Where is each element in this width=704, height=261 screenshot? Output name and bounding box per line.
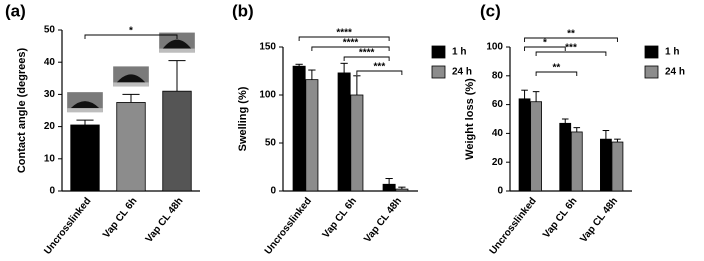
bar xyxy=(116,102,146,192)
panel-label: (a) xyxy=(5,1,26,20)
droplet-base xyxy=(113,82,149,87)
bar xyxy=(395,188,409,192)
y-tick-label: 0 xyxy=(497,186,503,197)
y-tick-label: 20 xyxy=(492,157,504,168)
y-tick-label: 80 xyxy=(492,70,504,81)
bar xyxy=(70,124,100,192)
bar xyxy=(337,72,351,192)
y-tick-label: 40 xyxy=(492,128,504,139)
y-tick-label: 30 xyxy=(44,89,56,100)
bar xyxy=(518,98,531,192)
significance-label: **** xyxy=(359,48,375,59)
legend-swatch xyxy=(644,65,659,79)
y-tick-label: 50 xyxy=(265,138,277,149)
bar xyxy=(292,65,306,192)
y-axis-label: Weight loss (%) xyxy=(464,78,476,160)
legend-swatch xyxy=(431,65,446,79)
y-tick-label: 40 xyxy=(44,57,56,68)
y-tick-label: 100 xyxy=(259,90,276,101)
significance-bracket xyxy=(84,34,178,39)
bar xyxy=(350,94,364,192)
significance-label: * xyxy=(129,26,133,37)
y-tick-label: 60 xyxy=(492,99,504,110)
y-tick-label: 100 xyxy=(486,42,503,53)
legend-label: 1 h xyxy=(452,47,466,58)
x-tick-label: Vap CL 6h xyxy=(321,196,359,241)
legend-swatch xyxy=(431,45,446,59)
significance-bracket xyxy=(298,36,390,41)
legend-swatch xyxy=(644,45,659,59)
significance-bracket xyxy=(535,71,578,76)
x-tick-label: Vap CL 48h xyxy=(144,196,186,245)
droplet-base xyxy=(159,48,195,53)
bar xyxy=(162,90,192,192)
y-axis-label: Swelling (%) xyxy=(237,86,249,151)
droplet xyxy=(70,101,100,109)
y-tick-label: 0 xyxy=(49,186,55,197)
bar xyxy=(611,141,624,192)
bar xyxy=(559,122,572,192)
droplet xyxy=(162,39,192,49)
significance-bracket xyxy=(343,56,390,61)
significance-label: **** xyxy=(343,38,359,49)
x-tick-label: Vap CL 6h xyxy=(101,196,139,241)
bar xyxy=(305,79,319,192)
panel-label: (c) xyxy=(480,1,501,20)
x-tick-label: Uncrosslinked xyxy=(263,196,314,257)
significance-bracket xyxy=(535,51,607,56)
y-tick-label: 10 xyxy=(44,153,56,164)
significance-label: **** xyxy=(336,28,352,39)
droplet xyxy=(116,74,146,83)
significance-bracket xyxy=(356,70,403,75)
significance-label: ** xyxy=(553,63,561,74)
x-tick-label: Uncrosslinked xyxy=(488,196,539,257)
droplet-base xyxy=(67,108,103,113)
y-tick-label: 0 xyxy=(270,186,276,197)
y-tick-label: 20 xyxy=(44,121,56,132)
bar xyxy=(600,138,612,192)
bar xyxy=(382,183,396,192)
y-tick-label: 150 xyxy=(259,42,276,53)
significance-bracket xyxy=(311,46,390,51)
significance-label: *** xyxy=(374,62,386,73)
legend-label: 24 h xyxy=(452,67,472,78)
significance-bracket xyxy=(524,46,566,51)
x-tick-label: Uncrosslinked xyxy=(42,196,93,257)
significance-label: * xyxy=(543,38,547,49)
x-tick-label: Vap CL 6h xyxy=(541,196,579,241)
panel-label: (b) xyxy=(232,1,254,20)
y-axis-label: Contact angle (degrees) xyxy=(16,48,28,174)
bar xyxy=(570,131,583,192)
bar xyxy=(530,101,542,192)
x-tick-label: Vap CL 48h xyxy=(362,196,404,245)
y-tick-label: 50 xyxy=(44,25,56,36)
legend-label: 1 h xyxy=(665,47,679,58)
significance-bracket xyxy=(524,37,618,42)
x-tick-label: Vap CL 48h xyxy=(578,196,620,245)
legend-label: 24 h xyxy=(665,67,685,78)
significance-label: *** xyxy=(565,43,577,54)
significance-label: ** xyxy=(567,29,575,40)
